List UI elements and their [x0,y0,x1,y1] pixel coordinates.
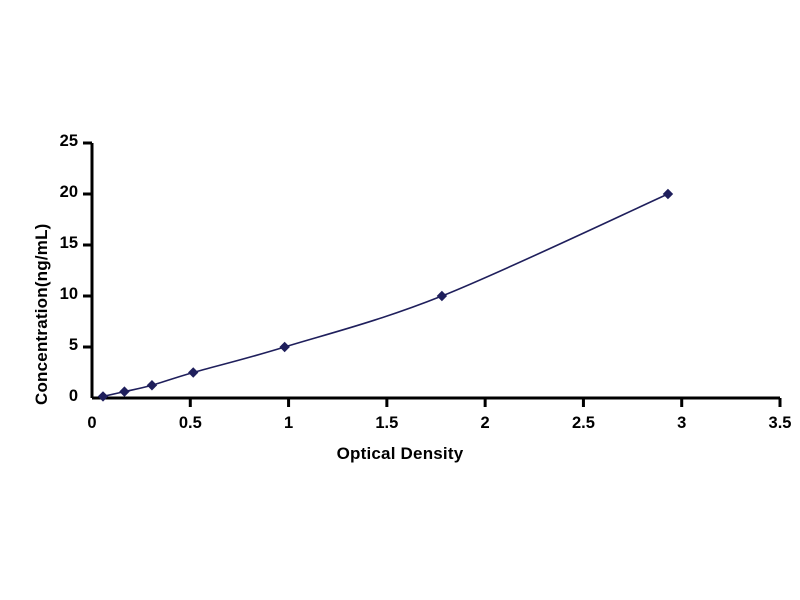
data-series [97,188,674,402]
y-axis-tick-label: 25 [59,132,78,150]
data-point-marker [436,290,448,302]
data-point-marker [279,341,290,353]
data-point-marker [119,386,130,397]
x-axis-tick-label: 1 [283,414,294,432]
x-axis-tick-label: 3 [677,414,687,432]
data-point-marker [662,188,674,200]
y-axis-ticks [83,141,92,349]
x-axis-ticks [188,398,782,407]
data-point-marker [97,391,109,402]
y-axis-tick-label: 15 [59,234,78,252]
series-line [102,193,669,398]
data-point-marker [188,367,199,378]
x-axis-tick-label: 2.5 [571,414,595,432]
x-axis-tick-label: 0.5 [178,414,202,432]
x-axis-title: Optical Density [336,444,464,463]
axes [90,143,780,400]
x-axis-tick-label: 3.5 [768,414,792,432]
y-axis-tick-label: 5 [68,336,78,354]
x-axis-tick-label: 0 [87,414,97,432]
data-point-marker [146,380,158,391]
y-axis-tick-label: 20 [59,183,78,201]
y-axis-tick-label: 10 [59,285,78,303]
y-axis-tick-label: 0 [68,387,78,405]
x-axis-tick-label: 2 [480,414,490,432]
x-axis-tick-label: 1.5 [375,414,399,432]
